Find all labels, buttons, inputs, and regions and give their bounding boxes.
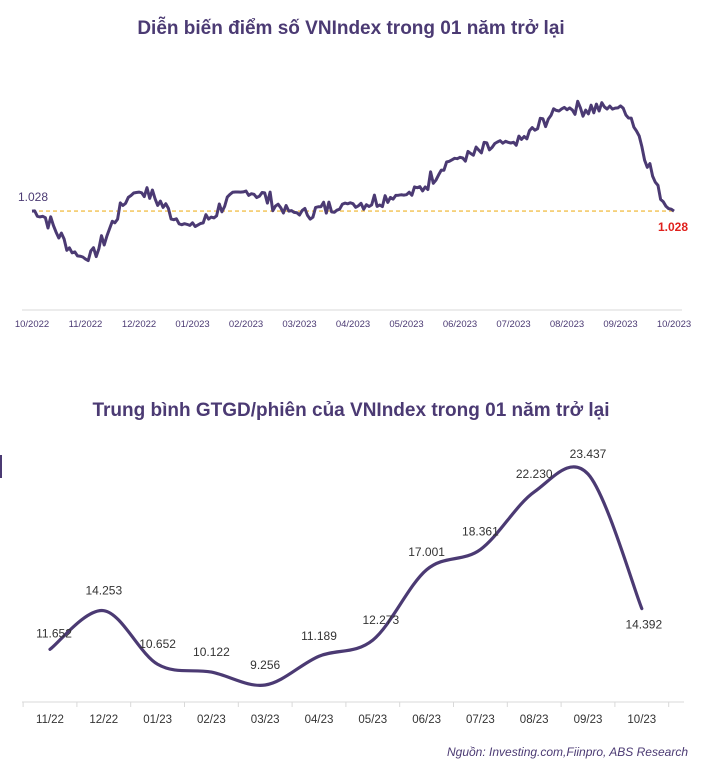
x-tick-label: 10/23 bbox=[627, 714, 656, 726]
data-label: 17.001 bbox=[408, 545, 445, 559]
series-line bbox=[31, 99, 675, 263]
x-tick-label: 03/2023 bbox=[282, 319, 316, 330]
data-label: 11.652 bbox=[36, 626, 72, 640]
x-tick-label: 07/2023 bbox=[496, 319, 530, 330]
x-tick-label: 06/23 bbox=[412, 714, 441, 726]
x-tick-label: 01/23 bbox=[143, 714, 172, 726]
x-tick-label: 09/2023 bbox=[603, 319, 637, 330]
data-label: 18.361 bbox=[462, 525, 499, 539]
x-tick-label: 10/2023 bbox=[657, 319, 691, 330]
reference-start-label: 1.028 bbox=[18, 190, 48, 204]
x-tick-label: 02/2023 bbox=[229, 319, 263, 330]
x-tick-label: 08/2023 bbox=[550, 319, 584, 330]
x-tick-label: 05/2023 bbox=[389, 319, 423, 330]
reference-end-label: 1.028 bbox=[658, 220, 688, 234]
x-tick-label: 12/22 bbox=[89, 714, 118, 726]
x-tick-label: 02/23 bbox=[197, 714, 226, 726]
x-tick-label: 05/23 bbox=[358, 714, 387, 726]
data-label: 10.652 bbox=[139, 637, 176, 651]
data-label: 12.273 bbox=[362, 613, 399, 627]
x-tick-label: 12/2022 bbox=[122, 319, 156, 330]
x-tick-label: 11/22 bbox=[36, 714, 64, 726]
x-tick-label: 10/2022 bbox=[15, 319, 49, 330]
x-tick-label: 06/2023 bbox=[443, 319, 477, 330]
x-tick-label: 04/23 bbox=[305, 714, 334, 726]
data-label: 9.256 bbox=[250, 658, 280, 672]
data-label: 10.122 bbox=[193, 645, 230, 659]
data-label: 23.437 bbox=[570, 447, 607, 461]
chart-title-trading-value: Trung bình GTGD/phiên của VNIndex trong … bbox=[92, 400, 610, 421]
x-tick-label: 09/23 bbox=[574, 714, 603, 726]
data-label: 14.253 bbox=[85, 584, 122, 598]
x-tick-label: 03/23 bbox=[251, 714, 280, 726]
x-tick-label: 11/2022 bbox=[69, 319, 103, 330]
data-label: 22.230 bbox=[516, 467, 553, 481]
source-note: Nguồn: Investing.com,Fiinpro, ABS Resear… bbox=[446, 745, 688, 759]
data-label: 11.189 bbox=[301, 629, 337, 643]
series-line bbox=[48, 465, 644, 687]
x-tick-label: 07/23 bbox=[466, 714, 495, 726]
trading-value-line-chart: 11/22 12/22 01/23 02/23 03/23 04/23 05/23 06/23… bbox=[0, 447, 684, 726]
x-tick-label: 08/23 bbox=[520, 714, 549, 726]
data-label: 14.392 bbox=[625, 618, 662, 632]
vnindex-line-chart: 10/2022 11/2022 12/2022 01/2023 02/2023 03/20… bbox=[15, 99, 691, 330]
chart-title-vnindex: Diễn biến điểm số VNIndex trong 01 năm t… bbox=[137, 18, 565, 39]
x-tick-label: 04/2023 bbox=[336, 319, 370, 330]
x-tick-label: 01/2023 bbox=[175, 319, 209, 330]
